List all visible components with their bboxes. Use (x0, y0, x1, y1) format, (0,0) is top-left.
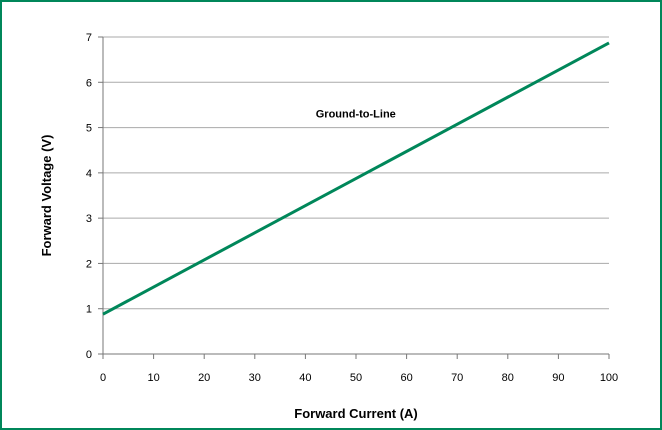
x-tick-label: 20 (198, 372, 210, 384)
y-tick-label: 2 (86, 258, 92, 270)
x-tick-label: 80 (502, 372, 514, 384)
series-layer (102, 41, 610, 316)
axes (98, 36, 610, 359)
x-tick-label: 0 (100, 372, 106, 384)
y-tick-label: 5 (86, 123, 92, 135)
x-axis-label: Forward Current (A) (294, 406, 418, 421)
x-tick-label: 100 (600, 372, 618, 384)
y-tick-label: 7 (86, 32, 92, 44)
y-tick-label: 6 (86, 77, 92, 89)
x-tick-label: 40 (299, 372, 311, 384)
annotation-label: Ground-to-Line (316, 108, 396, 120)
y-tick-label: 3 (86, 213, 92, 225)
series-line-0 (102, 41, 610, 316)
x-tick-label: 90 (552, 372, 564, 384)
x-tick-label: 10 (147, 372, 159, 384)
x-tick-label: 60 (400, 372, 412, 384)
y-tick-label: 0 (86, 349, 92, 361)
grid-lines (103, 36, 609, 310)
y-tick-label: 1 (86, 304, 92, 316)
x-tick-label: 70 (451, 372, 463, 384)
y-axis-label: Forward Voltage (V) (39, 135, 54, 257)
x-tick-label: 50 (350, 372, 362, 384)
x-tick-label: 30 (249, 372, 261, 384)
y-tick-label: 4 (86, 168, 92, 180)
